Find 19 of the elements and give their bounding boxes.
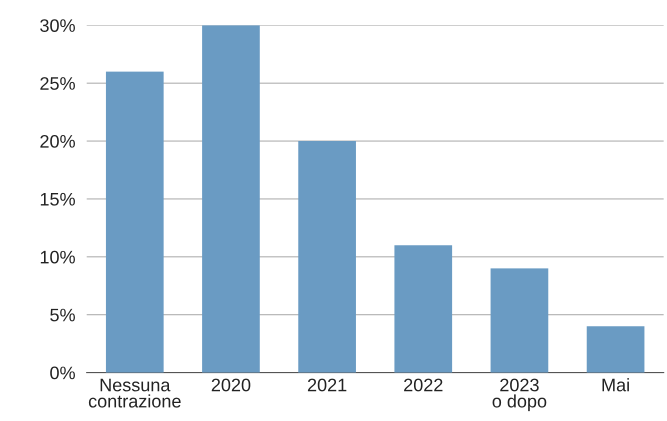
x-tick-label: 2022	[404, 378, 442, 392]
x-tick-label: Nessuna contrazione	[88, 378, 181, 408]
y-tick-label: 15%	[40, 192, 75, 206]
y-tick-label: 0%	[50, 366, 75, 380]
y-tick-label: 25%	[40, 77, 75, 90]
bar	[202, 25, 260, 373]
y-tick-label: 20%	[40, 134, 75, 148]
x-tick-label: 2023 o dopo	[492, 378, 546, 412]
y-tick-label: 30%	[40, 19, 75, 32]
bar	[490, 268, 548, 373]
y-tick-label: 10%	[40, 250, 75, 264]
bar	[106, 72, 164, 373]
x-tick-label: 2021	[308, 378, 346, 392]
bar	[394, 245, 452, 373]
x-tick-label: 2020	[212, 378, 250, 392]
bar	[586, 326, 644, 373]
y-tick-label: 5%	[50, 308, 75, 322]
bar	[298, 141, 356, 373]
x-tick-label: Mai	[602, 378, 629, 392]
